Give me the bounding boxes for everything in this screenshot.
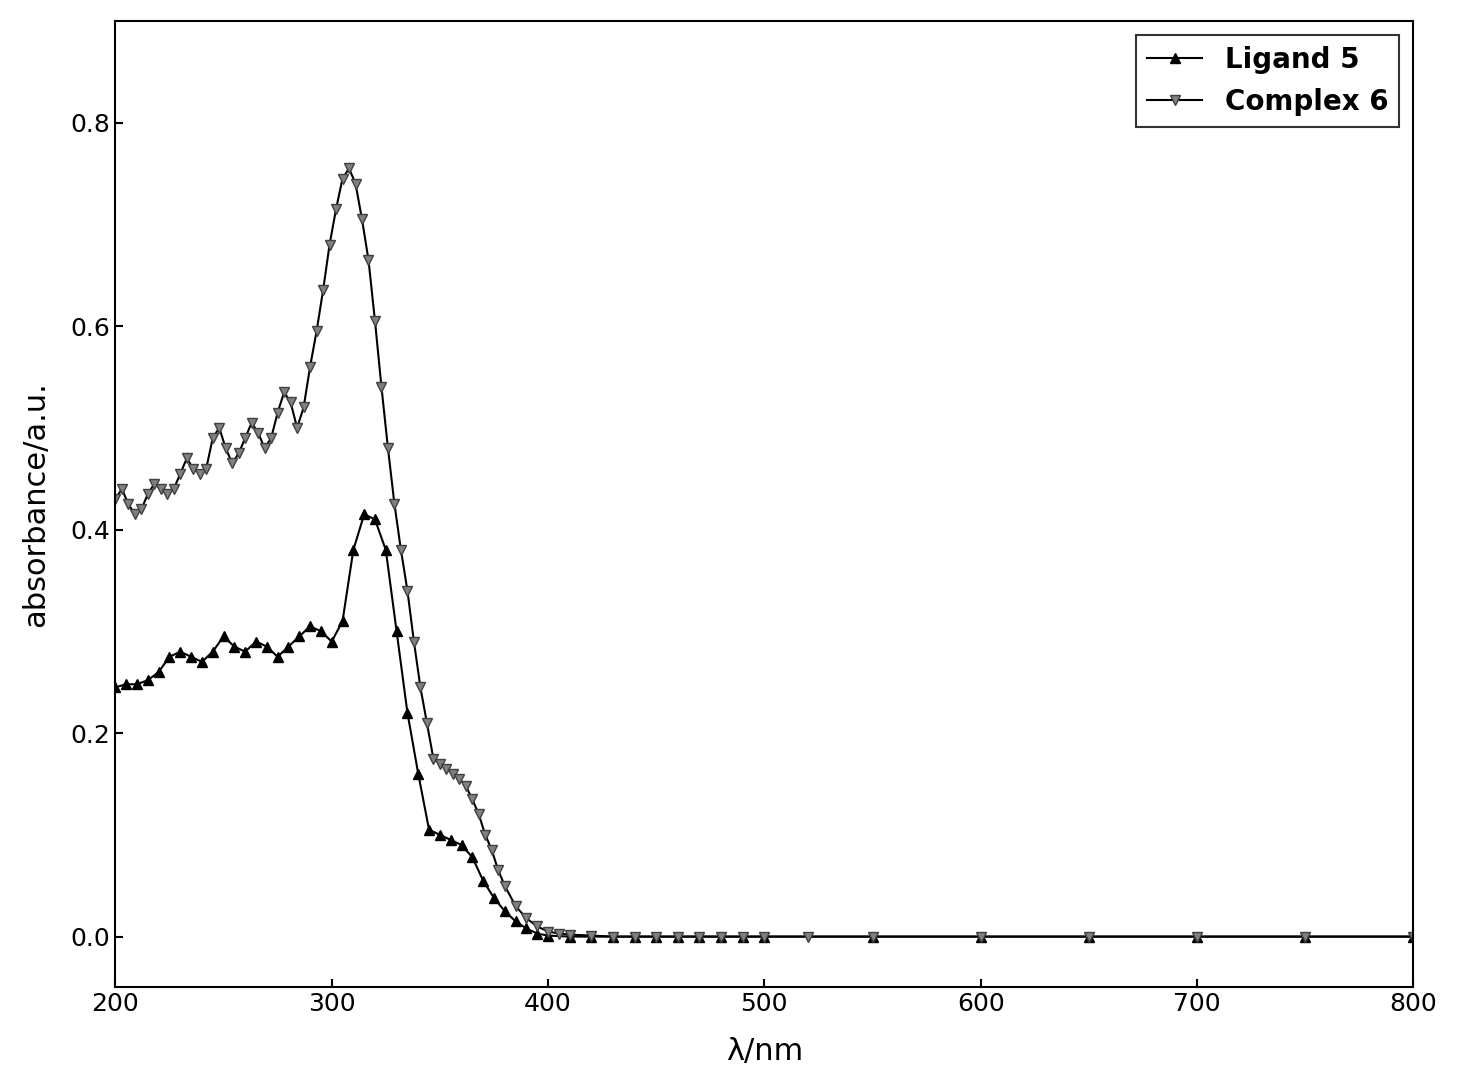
Ligand 5 (356, 508, 373, 521)
Complex 6 (550, 927, 567, 940)
Ligand 5 (1404, 930, 1422, 944)
Ligand 5 (128, 677, 146, 690)
Y-axis label: absorbance/a.u.: absorbance/a.u. (20, 382, 50, 627)
Complex 6 (432, 758, 449, 771)
Ligand 5 (139, 674, 156, 687)
Legend: Ligand 5, Complex 6: Ligand 5, Complex 6 (1136, 35, 1400, 127)
Ligand 5 (539, 929, 557, 942)
Ligand 5 (106, 680, 124, 694)
Complex 6 (139, 487, 156, 500)
Complex 6 (217, 441, 235, 454)
Complex 6 (340, 162, 357, 175)
Complex 6 (185, 462, 203, 475)
Complex 6 (106, 492, 124, 505)
Complex 6 (496, 879, 513, 892)
Ligand 5 (528, 927, 545, 940)
Complex 6 (1404, 930, 1422, 944)
Ligand 5 (561, 930, 579, 944)
Complex 6 (604, 930, 621, 944)
Ligand 5 (378, 544, 395, 557)
Line: Ligand 5: Ligand 5 (111, 510, 1419, 941)
Line: Complex 6: Complex 6 (111, 163, 1419, 941)
X-axis label: λ/nm: λ/nm (726, 1037, 803, 1066)
Ligand 5 (268, 650, 286, 663)
